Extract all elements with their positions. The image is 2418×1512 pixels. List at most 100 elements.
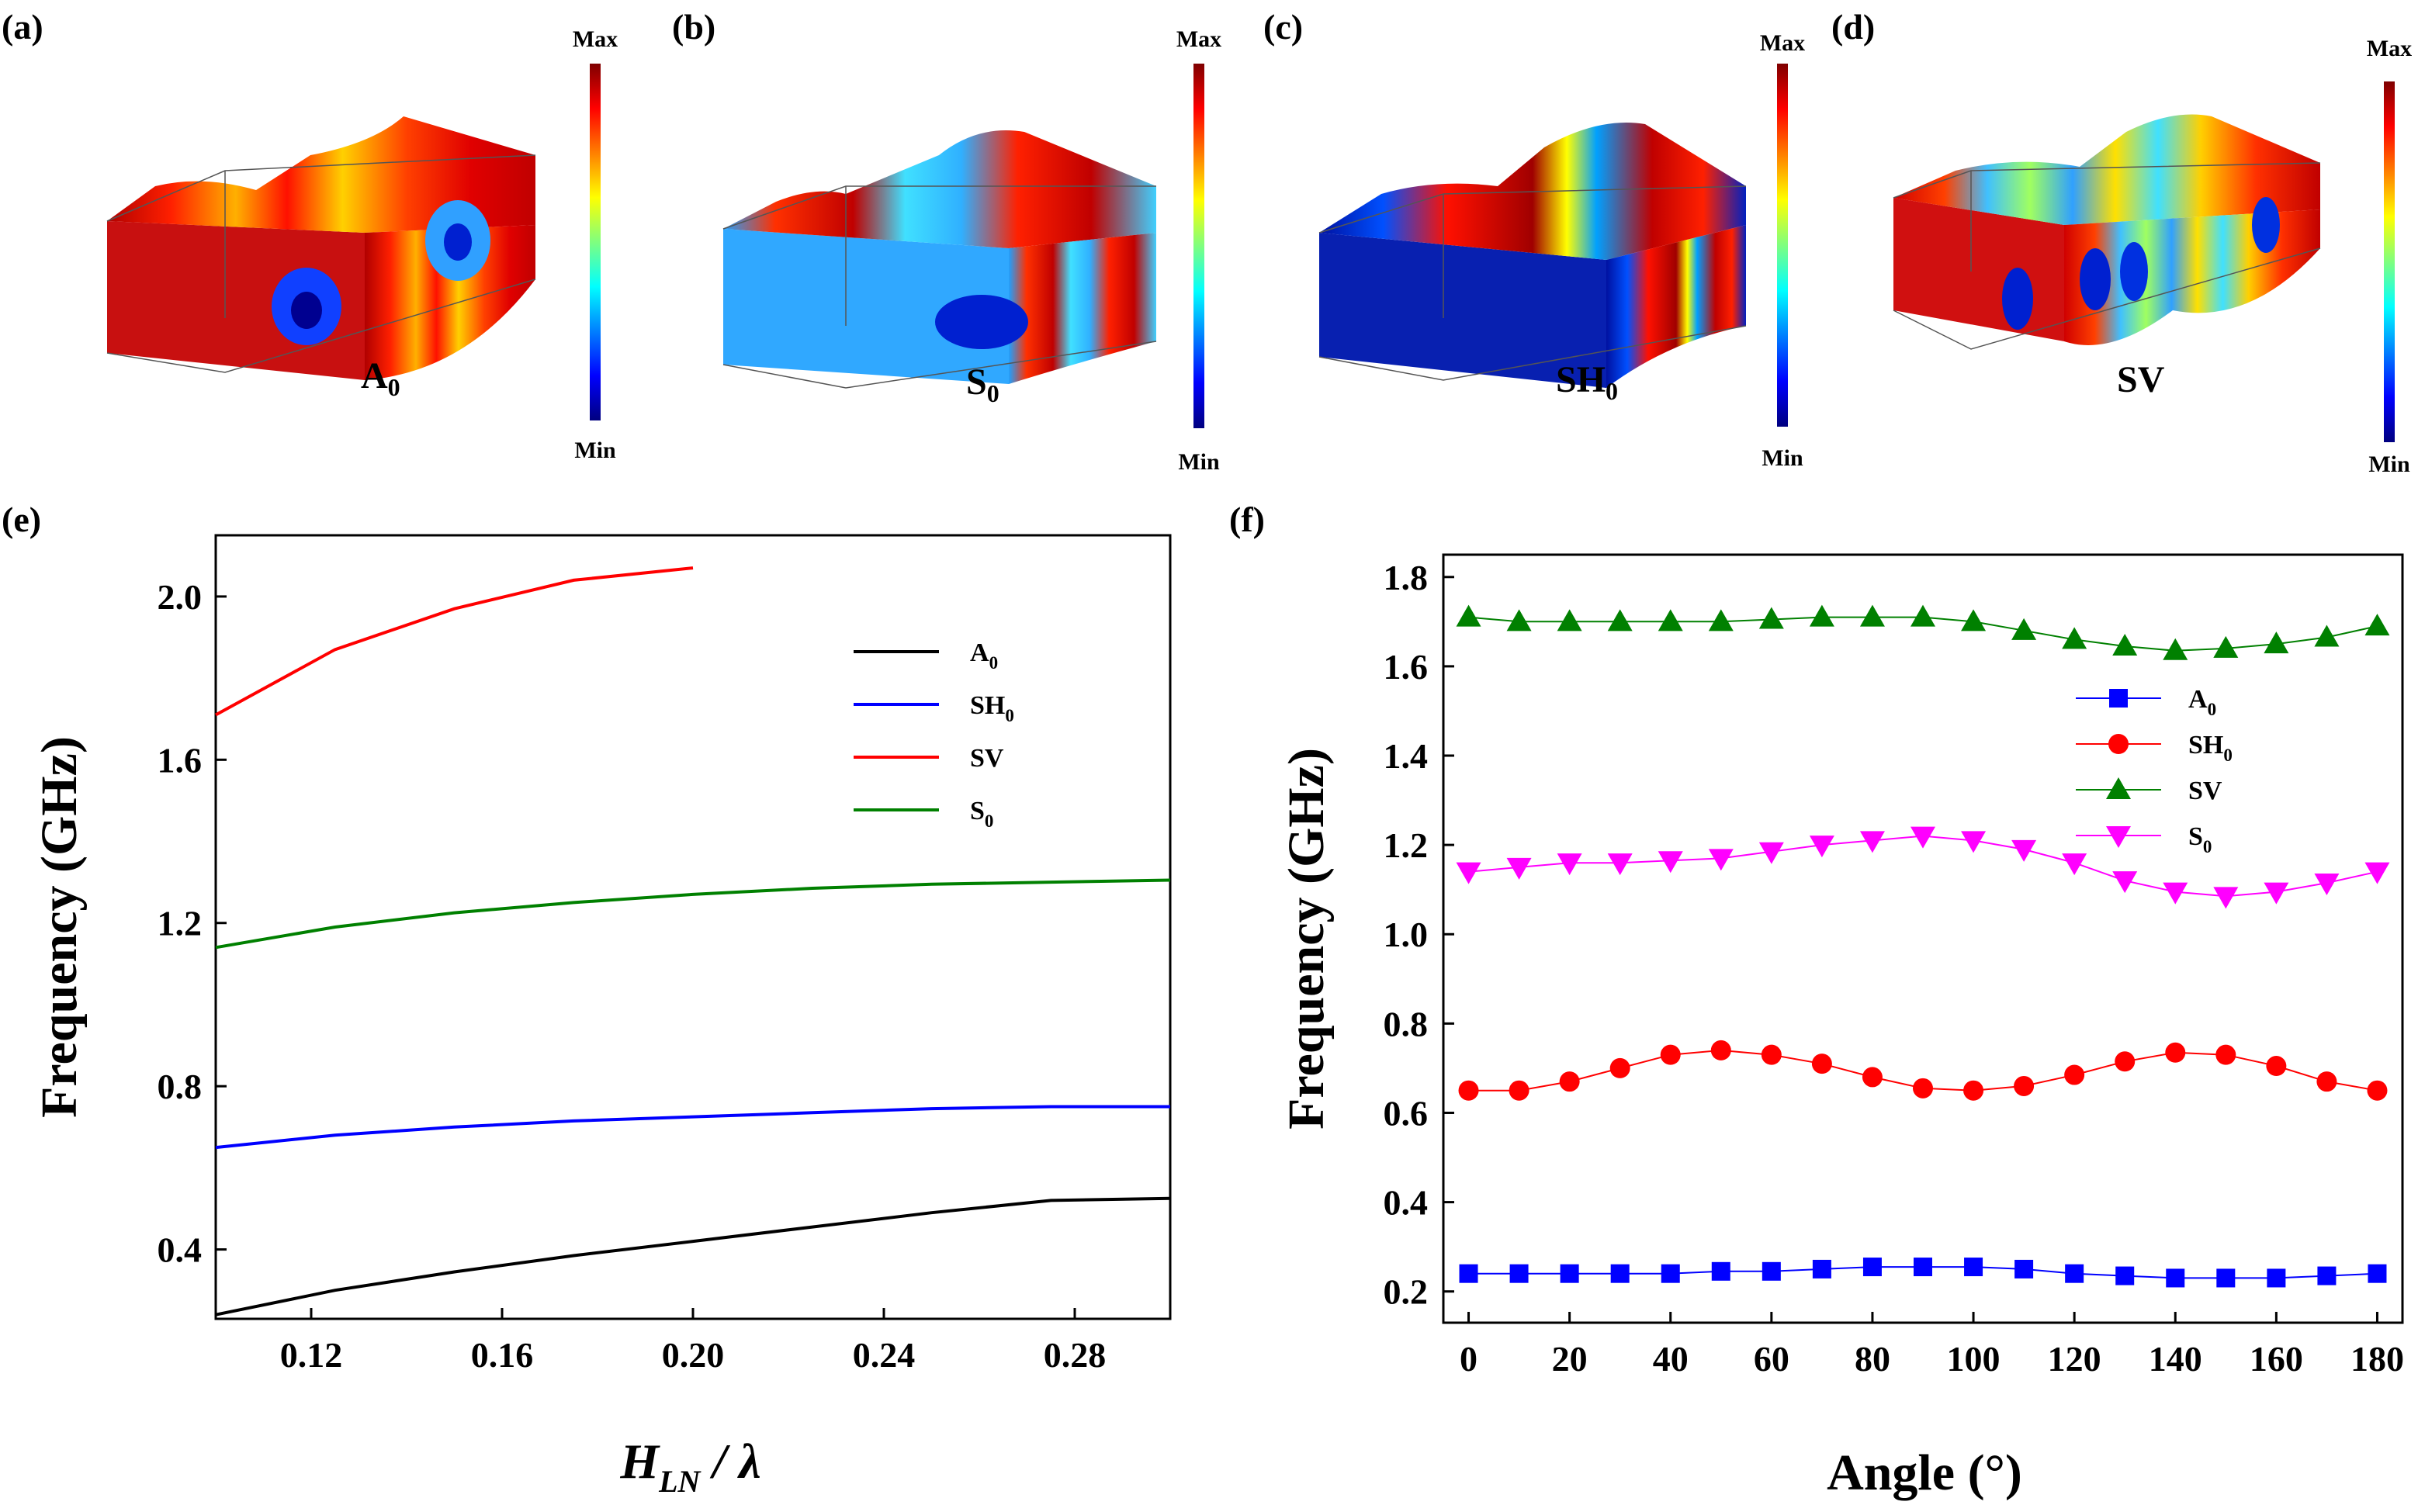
chart-e-ytick-label: 2.0 — [158, 577, 203, 617]
chart-f-ytick-label: 0.4 — [1384, 1183, 1429, 1223]
chart-f-point — [1506, 857, 1532, 880]
chart-f-point — [1809, 836, 1834, 858]
chart-f-point — [1964, 1258, 1983, 1277]
chart-f-xlabel: Angle (°) — [1827, 1445, 2022, 1501]
chart-f-point — [2165, 1042, 2186, 1063]
chart-f-xtick-label: 20 — [1552, 1339, 1588, 1379]
mode-shape-a-top — [107, 116, 535, 233]
mode-shape-a-front — [365, 225, 535, 380]
chart-e-xtick-label: 0.28 — [1044, 1335, 1107, 1375]
chart-f-point — [1658, 851, 1683, 874]
panel-d-label: (d) — [1831, 7, 1875, 47]
chart-f-point — [1458, 1080, 1479, 1101]
colorbar-d — [2384, 81, 2395, 442]
chart-f-legend-marker — [2108, 734, 2129, 754]
chart-f-point — [1607, 609, 1633, 631]
chart-f-point — [1456, 862, 1481, 884]
chart-f-point — [1862, 1258, 1882, 1277]
colorbar-b — [1193, 64, 1204, 428]
chart-f-point — [2216, 1268, 2236, 1288]
chart-e-ytick-label: 0.8 — [158, 1067, 203, 1106]
chart-f-ytick-label: 0.6 — [1384, 1093, 1429, 1133]
chart-f-point — [1711, 1261, 1730, 1281]
chart-f-point — [2213, 635, 2239, 658]
mode-label-c: SH0 — [1556, 359, 1618, 405]
chart-f-point — [1758, 842, 1784, 864]
chart-f-ytick-label: 0.8 — [1384, 1004, 1429, 1043]
mode-shape-c-wireframe — [1318, 185, 1747, 381]
mode-label-d: SV — [2117, 359, 2165, 400]
colorbar-c — [1777, 64, 1788, 427]
chart-f: 0 20 40 60 80 100 120 140 160 180 0.2 0.4 0.6 0.8 1.0 1… — [1278, 553, 2404, 1501]
chart-f-point — [2213, 887, 2239, 909]
chart-e-series-line — [215, 566, 694, 717]
colorbar-c-min: Min — [1762, 445, 1803, 471]
chart-e-xlabel: HLN / λ — [619, 1434, 760, 1499]
chart-f-point — [2314, 874, 2340, 896]
chart-f-point — [2014, 1259, 2034, 1278]
chart-f-point — [1913, 1078, 1933, 1099]
mode-shape-c — [1318, 123, 1747, 388]
chart-f-point — [1661, 1264, 1680, 1283]
chart-f-point — [1509, 1264, 1529, 1283]
chart-e-plot-frame — [214, 534, 1172, 1320]
chart-f-point — [2115, 1266, 2135, 1285]
colorbar-d-max: Max — [2367, 36, 2412, 61]
chart-e: 0.12 0.16 0.20 0.24 0.28 0.4 0.8 1.2 1.6 2.0 A0 SH0… — [31, 534, 1172, 1499]
chart-e-series-line — [215, 1105, 1170, 1150]
mode-shape-d-top — [1893, 114, 2320, 225]
chart-f-point — [2266, 1056, 2287, 1077]
mode-shape-a — [106, 116, 536, 380]
mode-shape-b-front — [1009, 233, 1156, 384]
chart-e-series-line — [215, 1196, 1171, 1317]
mode-shape-b-side — [723, 229, 1009, 384]
mode-shape-c-front — [1606, 225, 1746, 388]
chart-f-xtick-label: 0 — [1460, 1339, 1477, 1379]
chart-f-ytick-label: 1.2 — [1384, 825, 1429, 865]
panel-f-label: (f) — [1229, 500, 1265, 539]
panel-a-label: (a) — [2, 7, 43, 47]
panel-c-label: (c) — [1263, 7, 1303, 47]
colorbar-b-max: Max — [1176, 26, 1221, 52]
chart-f-point — [1963, 1080, 1984, 1101]
panel-d: (d) SV Max Min — [1831, 7, 2412, 477]
chart-f-point — [2062, 853, 2087, 876]
chart-f-ytick-label: 1.4 — [1384, 736, 1429, 776]
colorbar-a-min: Min — [574, 438, 616, 463]
chart-e-legend-label: A0 — [970, 638, 998, 673]
mode-shape-b-top — [723, 130, 1156, 248]
chart-f-xtick-label: 180 — [2350, 1339, 2404, 1379]
chart-e-legend-label: S0 — [970, 797, 993, 831]
chart-f-point — [2367, 1080, 2388, 1101]
chart-f-xtick-label: 160 — [2250, 1339, 2303, 1379]
mode-shape-d-node-3 — [2120, 242, 2148, 301]
panel-b-label: (b) — [672, 7, 715, 47]
mode-shape-b-node — [935, 295, 1028, 349]
chart-f-point — [1811, 1054, 1832, 1074]
chart-f-xtick-label: 40 — [1653, 1339, 1689, 1379]
chart-f-point — [1456, 604, 1481, 627]
mode-shape-d-node-4 — [2252, 197, 2280, 253]
chart-f-point — [1607, 853, 1633, 876]
chart-f-point — [1710, 1040, 1731, 1060]
mode-shape-b — [722, 130, 1157, 389]
mode-shape-d-node-1 — [2002, 268, 2033, 330]
chart-f-xtick-label: 120 — [2048, 1339, 2101, 1379]
chart-f-point — [1859, 831, 1885, 853]
chart-f-point — [1809, 604, 1834, 627]
mode-label-a: A0 — [361, 355, 400, 401]
chart-f-point — [1459, 1264, 1478, 1283]
chart-f-point — [1758, 607, 1784, 629]
chart-f-ytick-label: 1.8 — [1384, 558, 1429, 597]
chart-f-point — [1812, 1259, 1831, 1278]
mode-shape-d-node-2 — [2080, 248, 2111, 310]
chart-f-point — [2364, 614, 2390, 636]
mode-shape-a-wireframe — [106, 154, 536, 373]
chart-f-legend-marker — [2106, 777, 2131, 799]
panel-a: (a) A0 Max Min — [2, 7, 618, 463]
colorbar-a — [590, 64, 601, 420]
chart-e-ylabel: Frequency (GHz) — [31, 736, 88, 1118]
chart-f-xtick-label: 80 — [1855, 1339, 1890, 1379]
chart-f-point — [2065, 1264, 2084, 1283]
